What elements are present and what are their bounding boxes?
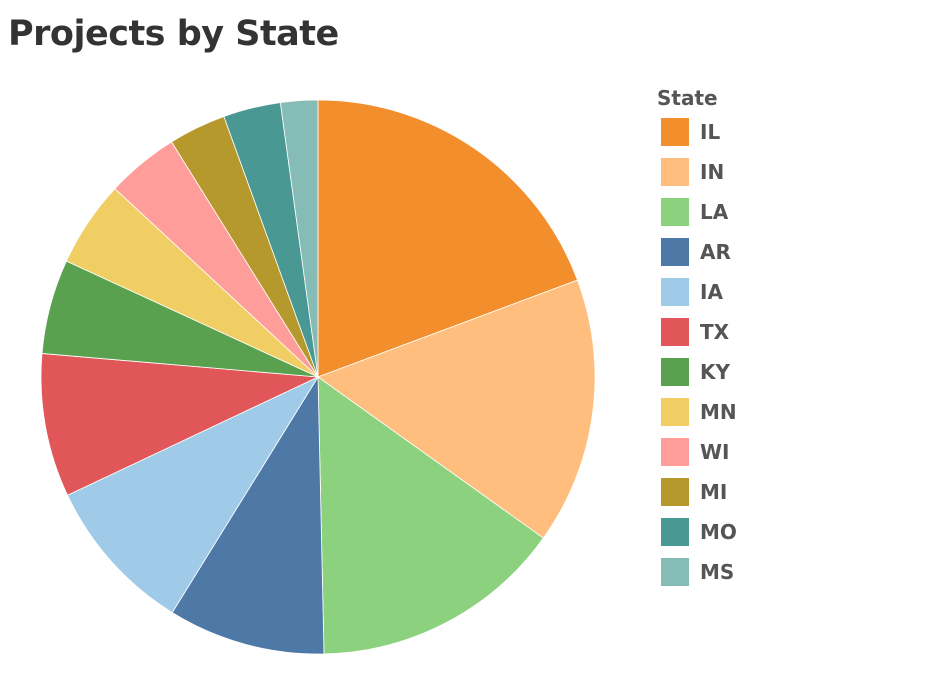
legend-item-tx[interactable]: TX — [657, 312, 917, 352]
legend-items: IL IN LA AR IA TX KY MN WI MI MO MS — [657, 112, 917, 592]
pie-slice-ia[interactable] — [66, 376, 320, 614]
legend-label: IL — [700, 120, 721, 144]
legend-label: IN — [700, 160, 725, 184]
legend-label: WI — [700, 440, 730, 464]
pie-slices — [40, 99, 596, 655]
pie-slice-in[interactable] — [317, 279, 596, 539]
pie-slice-la[interactable] — [317, 376, 544, 655]
legend-label: MS — [700, 560, 735, 584]
legend-swatch — [661, 358, 689, 386]
legend-item-mn[interactable]: MN — [657, 392, 917, 432]
legend-item-la[interactable]: LA — [657, 192, 917, 232]
pie-slice-tx[interactable] — [40, 353, 320, 496]
legend-item-in[interactable]: IN — [657, 152, 917, 192]
legend-item-mo[interactable]: MO — [657, 512, 917, 552]
legend-swatch — [661, 118, 689, 146]
legend-swatch — [661, 158, 689, 186]
legend-item-ms[interactable]: MS — [657, 552, 917, 592]
legend-swatch — [661, 478, 689, 506]
legend-item-ia[interactable]: IA — [657, 272, 917, 312]
legend-label: AR — [700, 240, 731, 264]
legend-item-ar[interactable]: AR — [657, 232, 917, 272]
legend-label: TX — [700, 320, 730, 344]
legend-swatch — [661, 558, 689, 586]
legend-swatch — [661, 238, 689, 266]
legend-item-il[interactable]: IL — [657, 112, 917, 152]
chart-title: Projects by State — [8, 14, 339, 54]
legend-swatch — [661, 198, 689, 226]
pie-slice-il[interactable] — [317, 99, 579, 378]
legend: State IL IN LA AR IA TX KY MN WI MI MO MS — [657, 84, 917, 592]
legend-label: LA — [700, 200, 729, 224]
legend-label: MO — [700, 520, 737, 544]
legend-label: IA — [700, 280, 723, 304]
legend-item-ky[interactable]: KY — [657, 352, 917, 392]
legend-swatch — [661, 398, 689, 426]
pie-slice-ms[interactable] — [279, 99, 319, 378]
legend-swatch — [661, 438, 689, 466]
legend-swatch — [661, 518, 689, 546]
pie-chart — [40, 99, 596, 655]
legend-label: KY — [700, 360, 730, 384]
legend-title: State — [657, 86, 718, 110]
legend-item-mi[interactable]: MI — [657, 472, 917, 512]
legend-label: MI — [700, 480, 728, 504]
legend-label: MN — [700, 400, 737, 424]
pie-slice-ar[interactable] — [171, 375, 325, 655]
legend-swatch — [661, 318, 689, 346]
legend-swatch — [661, 278, 689, 306]
legend-item-wi[interactable]: WI — [657, 432, 917, 472]
